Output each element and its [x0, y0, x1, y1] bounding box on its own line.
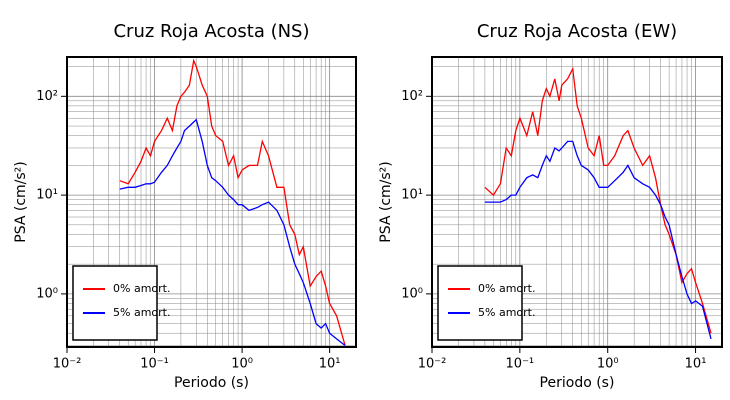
y-axis-label: PSA (cm/s²)	[378, 161, 394, 243]
plot-frame	[66, 56, 357, 348]
data-line	[484, 140, 712, 340]
y-tick-label: 10⁰	[401, 286, 423, 301]
y-tick-label: 10⁰	[36, 286, 58, 301]
x-tick-label: 10⁻²	[418, 357, 447, 372]
x-tick-label: 10¹	[319, 357, 341, 372]
x-tick-label: 10⁰	[597, 357, 619, 372]
x-tick-label: 10⁻²	[53, 357, 82, 372]
legend-label: 5% amort.	[113, 306, 170, 319]
legend-box	[72, 265, 158, 341]
x-tick-label: 10⁻¹	[506, 357, 535, 372]
y-tick-label: 10¹	[36, 188, 58, 203]
x-axis-label: Periodo (s)	[540, 375, 615, 391]
data-line	[484, 66, 712, 334]
plot-frame	[431, 56, 723, 348]
x-axis-label: Periodo (s)	[174, 375, 249, 391]
data-line	[119, 58, 346, 346]
y-axis-label: PSA (cm/s²)	[13, 161, 29, 243]
y-tick-label: 10¹	[401, 188, 423, 203]
legend-label: 5% amort.	[478, 306, 535, 319]
y-tick-label: 10²	[401, 89, 423, 104]
legend-box	[437, 265, 523, 341]
y-tick-label: 10²	[36, 89, 58, 104]
legend-label: 0% amort.	[113, 282, 170, 295]
chart-title: Cruz Roja Acosta (NS)	[113, 21, 309, 42]
x-tick-label: 10¹	[685, 357, 707, 372]
data-line	[119, 118, 346, 347]
x-tick-label: 10⁰	[231, 357, 253, 372]
x-tick-label: 10⁻¹	[140, 357, 169, 372]
legend-label: 0% amort.	[478, 282, 535, 295]
chart-title: Cruz Roja Acosta (EW)	[477, 21, 677, 42]
